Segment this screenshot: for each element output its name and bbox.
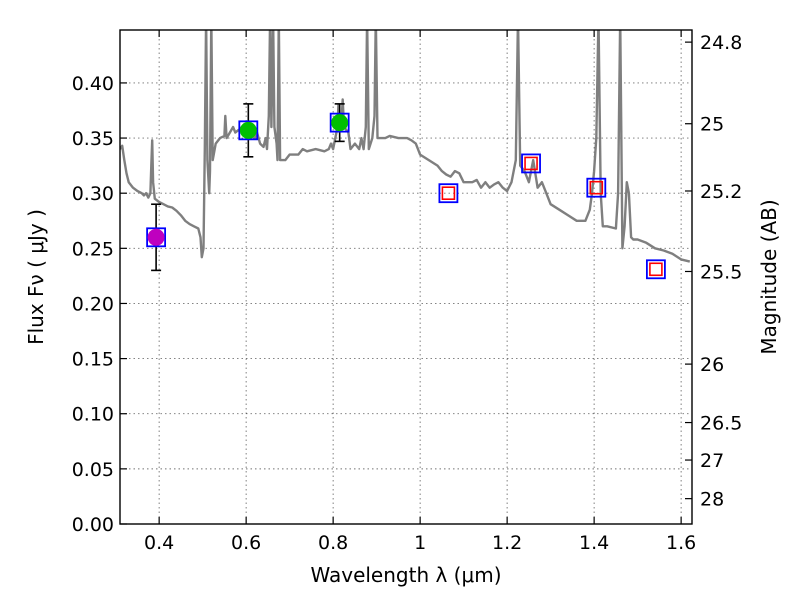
x-tick-label: 1 [414, 532, 426, 554]
y2-tick-label: 28 [700, 489, 724, 511]
x-tick-label: 1.6 [666, 532, 696, 554]
spectrum-layer [120, 30, 691, 263]
y-tick-label: 0.35 [72, 128, 114, 150]
x-axis-label: Wavelength λ (μm) [310, 563, 501, 587]
data-point [239, 121, 257, 139]
data-point-box [329, 112, 350, 133]
y-tick-label: 0.20 [72, 293, 114, 315]
data-point [147, 228, 165, 246]
y-tick-label: 0.00 [72, 514, 114, 536]
x-tick-label: 0.8 [318, 532, 348, 554]
x-tick-label: 0.4 [144, 532, 174, 554]
y2-tick-label: 24.8 [700, 32, 742, 54]
y2-tick-label: 25 [700, 114, 724, 136]
y2-tick-label: 26 [700, 354, 724, 376]
data-point-box [521, 153, 541, 174]
data-point [649, 262, 663, 277]
y2-tick-label: 25.5 [700, 261, 742, 283]
x-tick-label: 0.6 [231, 532, 261, 554]
plot-frame [119, 29, 693, 525]
data-point-box [146, 227, 167, 248]
y-tick-label: 0.15 [72, 349, 114, 371]
marker-layer [146, 103, 666, 280]
data-point [524, 156, 538, 171]
data-point-box [586, 177, 607, 198]
y-axis-label: Flux Fν ( μJy ) [24, 209, 48, 345]
y2-tick-label: 27 [700, 450, 724, 472]
y-tick-label: 0.30 [72, 183, 114, 205]
y-tick-label: 0.25 [72, 238, 114, 260]
tick-layer: 0.4 0.6 0.8 1 1.2 1.4 1.6 0.00 0.05 0.10 0.15 0.20 0… [72, 30, 742, 554]
y2-axis-label: Magnitude (AB) [757, 199, 781, 354]
data-point-box [645, 259, 666, 280]
y-tick-label: 0.10 [72, 404, 114, 426]
y2-tick-label: 26.5 [700, 413, 742, 435]
x-tick-label: 1.4 [579, 532, 609, 554]
data-point [441, 186, 456, 200]
data-point [331, 114, 349, 132]
data-point-box [438, 183, 459, 204]
data-point-box [238, 120, 259, 141]
spectrum-line [120, 30, 691, 263]
y-tick-label: 0.40 [72, 73, 114, 95]
y-tick-label: 0.05 [72, 459, 114, 481]
x-tick-label: 1.2 [492, 532, 522, 554]
data-point [589, 180, 604, 195]
y2-tick-label: 25.2 [700, 181, 742, 203]
